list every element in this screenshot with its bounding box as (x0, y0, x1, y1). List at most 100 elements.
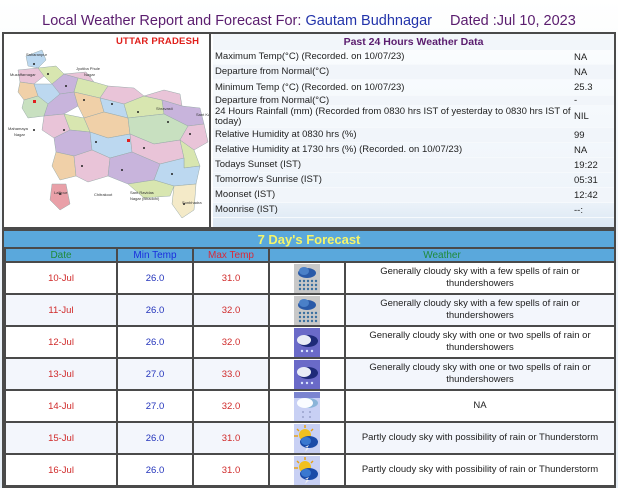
forecast-icon-cell (268, 421, 346, 455)
svg-text:Muzaffarnagar: Muzaffarnagar (10, 72, 36, 77)
forecast-icon-cell (268, 293, 346, 327)
past-data-label: Minimum Temp (°C) (Recorded. on 10/07/23… (215, 81, 405, 93)
past-data-value: NA (574, 66, 588, 78)
map-state-label: UTTAR PRADESH (116, 36, 200, 47)
forecast-max-temp: 33.0 (192, 357, 270, 391)
partly-cloudy-thunder-icon (294, 423, 320, 453)
forecast-row: 15-Jul 26.0 31.0 Partly cloudy sky with pos… (4, 421, 616, 455)
forecast-weather-description: Generally cloudy sky with one or two spe… (344, 357, 616, 391)
forecast-max-temp: 32.0 (192, 325, 270, 359)
state-map: Saharanpur Muzaffarnagar Jyotiba Phule N… (4, 34, 211, 227)
rain-cloud-icon (294, 359, 320, 389)
past-data-label: Moonrise (IST) (215, 204, 278, 215)
forecast-max-temp: 31.0 (192, 261, 270, 295)
forecast-row: 16-Jul 26.0 31.0 Partly cloudy sky with pos… (4, 453, 616, 487)
forecast-weather-description: Generally cloudy sky with a few spells o… (344, 293, 616, 327)
forecast-weather-description: NA (344, 389, 616, 423)
svg-text:Sant Ravidas: Sant Ravidas (130, 190, 154, 195)
svg-text:Sant Kabir Nagar: Sant Kabir Nagar (196, 112, 211, 117)
svg-text:Saharanpur: Saharanpur (26, 52, 48, 57)
past-data-row: Departure from Normal(°C) NA (213, 65, 614, 80)
past-data-label: 24 Hours Rainfall (mm) (Recorded from 08… (215, 105, 571, 127)
light-rain-icon (294, 391, 320, 421)
past-data-label: Departure from Normal(°C) (215, 94, 330, 106)
forecast-min-temp: 27.0 (116, 389, 194, 423)
forecast-date: 16-Jul (4, 453, 118, 487)
forecast-weather-description: Partly cloudy sky with possibility of ra… (344, 421, 616, 455)
forecast-title: 7 Day's Forecast (4, 231, 614, 249)
forecast-row: 14-Jul 27.0 32.0 NA (4, 389, 616, 423)
forecast-min-temp: 26.0 (116, 261, 194, 295)
forecast-row: 13-Jul 27.0 33.0 Generally cloudy sky with … (4, 357, 616, 391)
forecast-row: 11-Jul 26.0 32.0 Generally cloudy sky with … (4, 293, 616, 327)
forecast-max-temp: 32.0 (192, 293, 270, 327)
forecast-min-temp: 26.0 (116, 453, 194, 487)
forecast-max-temp: 31.0 (192, 421, 270, 455)
forecast-min-temp: 27.0 (116, 357, 194, 391)
page-title: Local Weather Report and Forecast For: G… (0, 13, 618, 29)
forecast-min-temp: 26.0 (116, 421, 194, 455)
past-24h-title: Past 24 Hours Weather Data (213, 34, 614, 50)
svg-text:Jyotiba Phule: Jyotiba Phule (76, 66, 101, 71)
past-data-label: Relative Humidity at 1730 hrs (%) (Recor… (215, 144, 463, 155)
forecast-icon-cell (268, 261, 346, 295)
column-header-min-temp: Min Temp (116, 249, 194, 263)
past-data-value: --: (574, 204, 583, 216)
forecast-max-temp: 32.0 (192, 389, 270, 423)
uttar-pradesh-map-icon: Saharanpur Muzaffarnagar Jyotiba Phule N… (8, 49, 211, 219)
past-data-value: 12:42 (574, 189, 598, 201)
heavy-rain-icon (294, 263, 320, 293)
forecast-min-temp: 26.0 (116, 325, 194, 359)
past-data-value: NA (574, 144, 588, 156)
forecast-icon-cell (268, 453, 346, 487)
past-data-row: Relative Humidity at 0830 hrs (%) 99 (213, 128, 614, 143)
svg-text:Nagar (Bhadohi): Nagar (Bhadohi) (130, 196, 160, 201)
svg-text:Nagar: Nagar (84, 72, 96, 77)
forecast-date: 10-Jul (4, 261, 118, 295)
past-data-row: Departure from Normal(°C) - (213, 94, 614, 106)
forecast-date: 15-Jul (4, 421, 118, 455)
past-data-value: - (574, 95, 578, 106)
past-data-row: Relative Humidity at 1730 hrs (%) (Recor… (213, 143, 614, 158)
past-data-value: NIL (574, 111, 589, 122)
forecast-table: Date Min Temp Max Temp Weather 10-Jul 26.… (4, 249, 616, 487)
title-prefix: Local Weather Report and Forecast For: (42, 13, 302, 29)
forecast-date: 12-Jul (4, 325, 118, 359)
past-data-value: 05:31 (574, 174, 598, 186)
forecast-max-temp: 31.0 (192, 453, 270, 487)
forecast-row: 12-Jul 26.0 32.0 Generally cloudy sky with … (4, 325, 616, 359)
svg-text:Nagar: Nagar (14, 132, 26, 137)
forecast-min-temp: 26.0 (116, 293, 194, 327)
column-header-max-temp: Max Temp (192, 249, 270, 263)
past-data-row: Todays Sunset (IST) 19:22 (213, 158, 614, 173)
past-data-label: Tomorrow's Sunrise (IST) (215, 174, 322, 185)
column-header-weather: Weather (268, 249, 616, 263)
rain-cloud-icon (294, 327, 320, 357)
forecast-weather-description: Generally cloudy sky with one or two spe… (344, 325, 616, 359)
past-data-row: Tomorrow's Sunrise (IST) 05:31 (213, 173, 614, 188)
past-data-value: 19:22 (574, 159, 598, 171)
svg-text:Chitrakoot: Chitrakoot (94, 192, 113, 197)
partly-cloudy-thunder-icon (294, 455, 320, 485)
past-data-label: Departure from Normal(°C) (215, 66, 330, 77)
past-data-row: Maximum Temp(°C) (Recorded. on 10/07/23)… (213, 50, 614, 65)
column-header-date: Date (4, 249, 118, 263)
forecast-weather-description: Generally cloudy sky with a few spells o… (344, 261, 616, 295)
current-conditions-panel: Saharanpur Muzaffarnagar Jyotiba Phule N… (2, 32, 616, 229)
svg-text:Shravasti: Shravasti (156, 106, 173, 111)
past-data-row: Moonrise (IST) --: (213, 203, 614, 218)
past-data-row: Minimum Temp (°C) (Recorded. on 10/07/23… (213, 80, 614, 96)
forecast-weather-description: Partly cloudy sky with possibility of ra… (344, 453, 616, 487)
past-data-value: NA (574, 51, 588, 63)
past-24h-table: Past 24 Hours Weather Data Maximum Temp(… (213, 34, 614, 227)
forecast-date: 13-Jul (4, 357, 118, 391)
forecast-icon-cell (268, 325, 346, 359)
past-data-label: Maximum Temp(°C) (Recorded. on 10/07/23) (215, 51, 405, 62)
forecast-date: 11-Jul (4, 293, 118, 327)
past-data-label: Todays Sunset (IST) (215, 159, 302, 170)
location-name: Gautam Budhnagar (305, 13, 433, 29)
report-date: Dated :Jul 10, 2023 (450, 13, 576, 29)
forecast-row: 10-Jul 26.0 31.0 Generally cloudy sky with … (4, 261, 616, 295)
forecast-date: 14-Jul (4, 389, 118, 423)
past-data-value: 25.3 (574, 82, 593, 93)
